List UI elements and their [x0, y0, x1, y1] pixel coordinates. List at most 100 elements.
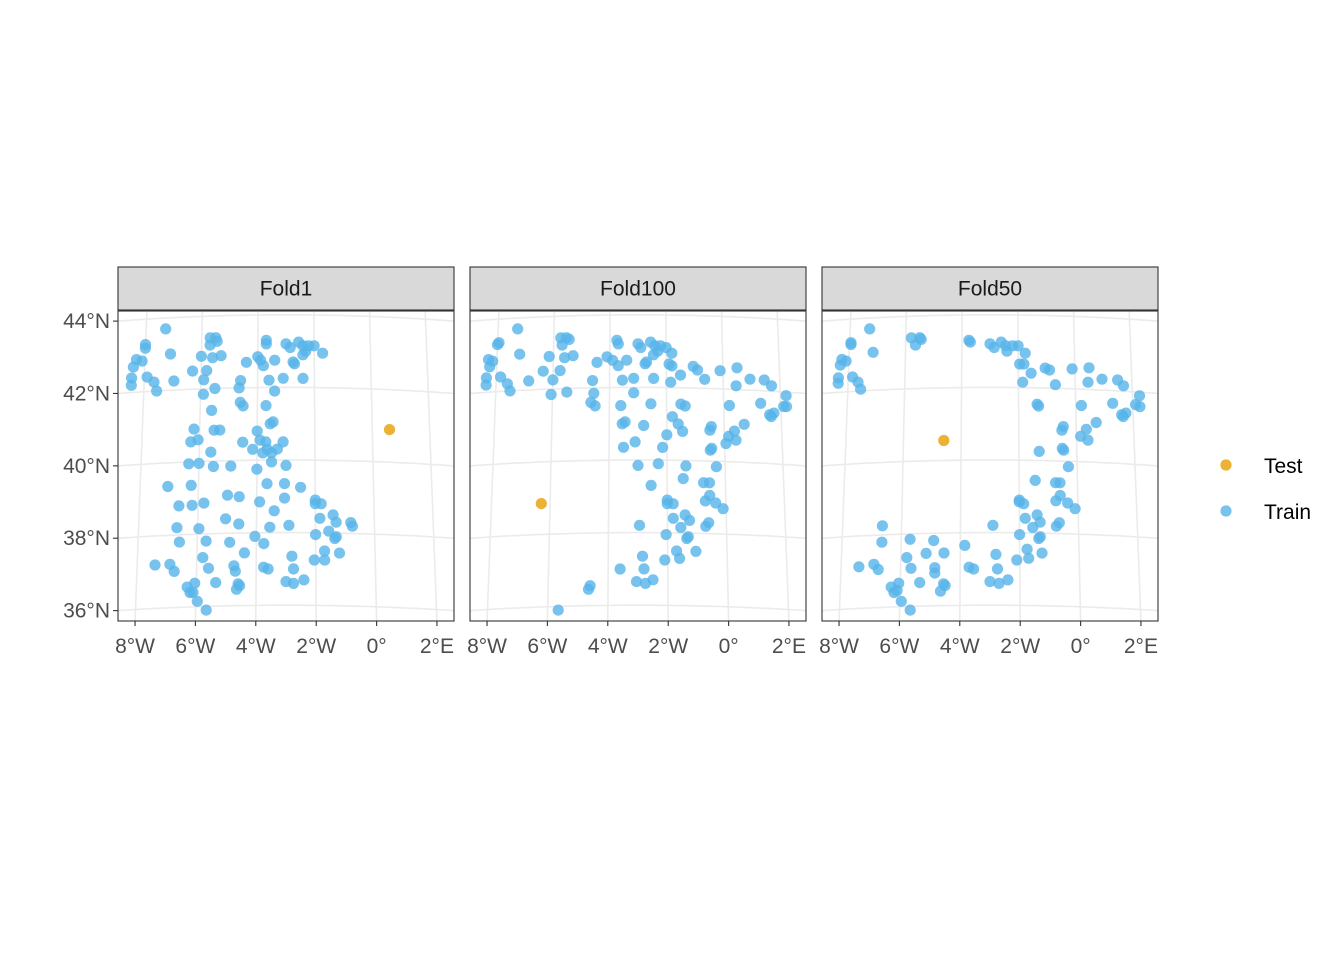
train-point [710, 461, 723, 473]
train-point [645, 398, 657, 410]
train-point [1054, 489, 1066, 502]
train-point [832, 377, 844, 389]
train-point [657, 441, 669, 453]
train-point [543, 350, 555, 363]
facet-strip-label: Fold50 [958, 278, 1022, 301]
legend-label: Test [1264, 455, 1303, 478]
train-point [264, 521, 276, 533]
train-point [633, 519, 646, 531]
lon-tick-label: 2°W [296, 635, 336, 658]
train-point [1012, 340, 1024, 352]
train-point [1033, 445, 1045, 457]
lon-tick-label: 6°W [879, 635, 919, 658]
train-point [648, 372, 660, 384]
train-point [1002, 574, 1014, 586]
train-point [675, 521, 687, 534]
train-point [699, 373, 711, 385]
train-point [959, 539, 971, 552]
lon-tick-label: 8°W [819, 635, 859, 658]
lat-tick-label: 36°N [63, 600, 110, 623]
train-point [723, 399, 736, 412]
train-point [254, 496, 266, 508]
train-point [260, 338, 272, 350]
train-point [619, 416, 631, 428]
train-point [278, 478, 291, 490]
train-point [990, 548, 1002, 561]
train-point [905, 562, 917, 574]
train-point [876, 536, 888, 548]
train-point [991, 563, 1004, 575]
train-point [630, 576, 643, 588]
legend-label: Train [1264, 501, 1311, 524]
train-point [700, 520, 712, 532]
train-point [614, 563, 626, 575]
train-point [317, 347, 329, 359]
train-point [233, 382, 245, 394]
train-point [872, 563, 884, 576]
train-point [1082, 376, 1094, 388]
train-point [612, 338, 624, 350]
train-point [251, 425, 263, 437]
train-point [168, 565, 180, 578]
train-point [1082, 434, 1094, 446]
train-point [904, 604, 916, 616]
train-point [1018, 498, 1030, 510]
train-point [717, 503, 729, 515]
lon-tick-label: 6°W [175, 635, 215, 658]
train-point [237, 400, 249, 412]
train-point [665, 376, 677, 388]
train-point [588, 387, 600, 399]
legend-item: Test [1220, 455, 1303, 478]
train-point [267, 416, 279, 428]
train-point [310, 529, 322, 541]
train-point [1066, 363, 1078, 375]
lat-tick-label: 44°N [63, 310, 110, 333]
train-point [1033, 400, 1045, 412]
train-point [677, 473, 689, 485]
train-point [149, 559, 161, 571]
train-point [666, 347, 678, 359]
train-point [1090, 416, 1102, 429]
train-point [730, 380, 742, 392]
train-point [567, 350, 579, 362]
train-point [738, 418, 750, 430]
train-point [201, 365, 213, 377]
train-point [705, 421, 717, 433]
train-point [283, 519, 295, 531]
train-point [901, 552, 913, 564]
train-point [680, 460, 692, 472]
train-point [284, 341, 296, 354]
train-point [638, 419, 650, 432]
train-point [346, 520, 358, 532]
lon-tick-label: 0° [367, 635, 387, 658]
train-point [197, 388, 209, 400]
legend-item: Train [1220, 501, 1311, 524]
train-point [928, 534, 940, 547]
train-point [639, 358, 651, 370]
train-point [127, 361, 139, 373]
facet-strip [821, 266, 1159, 311]
train-point [582, 583, 595, 595]
train-point [258, 538, 270, 550]
panel-border [469, 310, 807, 622]
train-point [197, 552, 209, 564]
train-point [704, 489, 716, 502]
train-point [1049, 379, 1061, 391]
lon-tick-label: 0° [719, 635, 739, 658]
train-point [495, 371, 507, 383]
train-point [1056, 424, 1068, 436]
train-point [139, 342, 151, 354]
train-point [845, 337, 857, 349]
train-point [162, 480, 174, 493]
train-point [287, 577, 300, 590]
lon-tick-label: 2°E [420, 635, 454, 658]
facet-strip-label: Fold1 [260, 278, 313, 301]
train-point [612, 360, 624, 372]
parallel-gridline [118, 314, 454, 322]
parallel-gridline [822, 459, 1158, 467]
train-point [268, 505, 280, 517]
train-point [1019, 347, 1031, 359]
train-point [205, 446, 217, 458]
train-point [1133, 390, 1146, 402]
